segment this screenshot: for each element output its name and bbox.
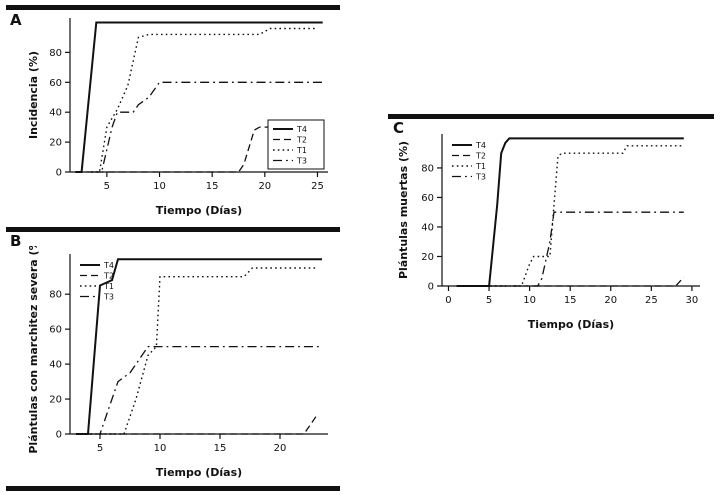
series-T1-line xyxy=(91,27,318,173)
x-tick-label: 25 xyxy=(645,295,658,306)
x-tick-label: 15 xyxy=(206,181,219,192)
chart-plantulas-muertas: 0 5 10 15 20 25 30 0 20 40 60 80 Tiempo (Días) Plántu… xyxy=(397,134,700,331)
x-axis-title: Tiempo (Días) xyxy=(528,318,614,331)
divider-bottom-left xyxy=(6,486,340,491)
series-T2-line xyxy=(76,416,317,435)
legend-label-T3: T3 xyxy=(475,173,486,182)
y-tick-label: 0 xyxy=(56,168,62,179)
panel-b-label: B xyxy=(10,232,22,250)
y-axis-title: Plántulas con marchitez severa (%) xyxy=(27,246,40,454)
legend-label-T3: T3 xyxy=(296,157,307,166)
y-tick-label: 80 xyxy=(421,163,434,174)
x-tick-label: 20 xyxy=(604,295,617,306)
x-axis-title: Tiempo (Días) xyxy=(156,204,242,217)
y-tick-label: 0 xyxy=(56,430,62,441)
legend-label-T4: T4 xyxy=(296,125,307,134)
panel-a-label: A xyxy=(10,11,22,29)
legend-label-T2: T2 xyxy=(103,272,114,281)
x-axis-title: Tiempo (Días) xyxy=(156,466,242,479)
divider-right xyxy=(388,114,714,119)
y-tick-label: 0 xyxy=(428,282,434,293)
series-T3-line xyxy=(456,211,684,287)
series-T4-line xyxy=(75,21,323,173)
y-tick-label: 80 xyxy=(49,290,62,301)
y-tick-label: 40 xyxy=(421,222,434,233)
legend-label-T1: T1 xyxy=(103,282,114,291)
x-tick-label: 30 xyxy=(686,295,699,306)
y-tick-label: 40 xyxy=(49,108,62,119)
y-tick-label: 20 xyxy=(49,395,62,406)
y-axis-title: Incidencia (%) xyxy=(27,51,40,139)
x-tick-label: 0 xyxy=(445,295,451,306)
legend-label-T2: T2 xyxy=(296,136,307,145)
legend-label-T1: T1 xyxy=(475,162,486,171)
chart-incidencia: 5 10 15 20 25 0 20 40 60 80 Tiempo (Días) Incidenci… xyxy=(27,18,328,217)
y-tick-label: 60 xyxy=(421,193,434,204)
y-tick-label: 20 xyxy=(49,138,62,149)
divider-mid-left xyxy=(6,227,340,232)
legend-label-T4: T4 xyxy=(475,141,486,150)
panel-c-label: C xyxy=(393,119,405,137)
x-tick-label: 5 xyxy=(97,443,103,454)
x-tick-label: 10 xyxy=(154,443,167,454)
legend-label-T3: T3 xyxy=(103,293,114,302)
chart-marchitez-severa: 5 10 15 20 0 20 40 60 80 Tiempo (Días) Plántulas c… xyxy=(27,246,328,479)
x-tick-label: 20 xyxy=(258,181,271,192)
x-tick-label: 20 xyxy=(274,443,287,454)
divider-top-left xyxy=(6,5,340,10)
y-tick-label: 80 xyxy=(49,48,62,59)
y-tick-label: 60 xyxy=(49,325,62,336)
legend-label-T4: T4 xyxy=(103,261,114,270)
x-tick-label: 25 xyxy=(311,181,324,192)
x-tick-label: 5 xyxy=(486,295,492,306)
x-tick-label: 15 xyxy=(564,295,577,306)
series-T3-line xyxy=(76,345,322,435)
x-tick-label: 15 xyxy=(214,443,227,454)
x-tick-label: 5 xyxy=(104,181,110,192)
legend-label-T2: T2 xyxy=(475,152,486,161)
y-tick-label: 60 xyxy=(49,78,62,89)
x-tick-label: 10 xyxy=(523,295,536,306)
series-T3-line xyxy=(91,81,323,173)
y-axis-title: Plántulas muertas (%) xyxy=(397,141,410,279)
y-tick-label: 20 xyxy=(421,252,434,263)
x-tick-label: 10 xyxy=(153,181,166,192)
y-tick-label: 40 xyxy=(49,360,62,371)
legend-label-T1: T1 xyxy=(296,146,307,155)
